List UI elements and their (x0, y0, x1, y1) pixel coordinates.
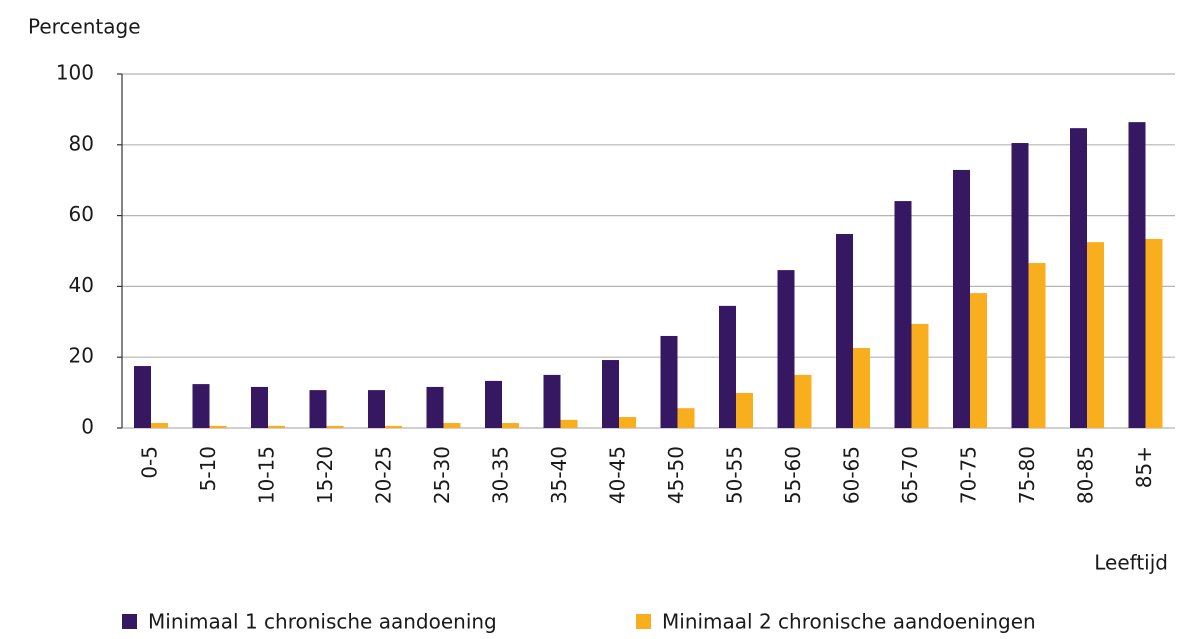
x-tick-label: 85+ (1132, 446, 1156, 488)
y-tick-label: 80 (69, 131, 94, 155)
bar (1087, 242, 1104, 428)
bar (1011, 143, 1029, 428)
y-tick-label: 20 (69, 344, 94, 368)
bar (602, 360, 619, 428)
x-tick-label: 65-70 (898, 446, 922, 504)
x-tick-label: 30-35 (489, 446, 513, 504)
y-tick-label: 0 (81, 415, 94, 439)
legend-swatch (122, 614, 137, 629)
x-tick-label: 40-45 (606, 446, 630, 504)
bar (970, 293, 987, 428)
bar (385, 425, 402, 428)
bar (1128, 122, 1146, 429)
x-tick-label: 20-25 (372, 446, 396, 504)
bar (911, 323, 929, 428)
x-tick-label: 35-40 (547, 446, 571, 504)
bar (1028, 263, 1046, 428)
bar (777, 270, 795, 428)
bar (443, 423, 461, 428)
x-tick-label: 25-30 (430, 446, 454, 504)
bar (251, 386, 268, 428)
y-tick-label: 60 (69, 202, 94, 226)
bar (736, 392, 753, 428)
bar (326, 425, 344, 428)
bar (853, 347, 870, 428)
bar (502, 423, 519, 428)
bar (660, 335, 678, 428)
bar (894, 201, 912, 428)
bar (309, 390, 327, 428)
x-tick-label: 45-50 (664, 446, 688, 504)
x-tick-label: 80-85 (1074, 446, 1098, 504)
bar (836, 234, 853, 428)
x-tick-label: 10-15 (255, 446, 279, 504)
x-axis-title: Leeftijd (1094, 551, 1168, 575)
x-tick-label: 15-20 (313, 446, 337, 504)
x-tick-label: 75-80 (1015, 446, 1039, 504)
x-tick-label: 60-65 (840, 446, 864, 504)
x-tick-label: 5-10 (196, 446, 220, 491)
x-tick-label: 70-75 (957, 446, 981, 504)
legend-swatch (636, 614, 651, 629)
bar (560, 419, 578, 428)
bar (953, 169, 970, 428)
legend-label: Minimaal 2 chronische aandoeningen (662, 610, 1036, 634)
y-tick-label: 40 (69, 273, 94, 297)
bar (426, 386, 444, 428)
x-tick-label: 0-5 (138, 446, 162, 479)
bar (268, 425, 285, 428)
x-tick-label: 50-55 (723, 446, 747, 504)
y-axis-title: Percentage (28, 15, 141, 39)
x-tick-label: 55-60 (781, 446, 805, 504)
bar (192, 384, 210, 428)
bar (485, 380, 502, 428)
bar (619, 417, 636, 428)
bar (677, 408, 695, 428)
legend-label: Minimaal 1 chronische aandoening (148, 610, 497, 634)
bar (368, 390, 385, 428)
bar (794, 374, 812, 428)
bar (543, 374, 561, 428)
bar (209, 425, 227, 428)
bar (1070, 128, 1087, 429)
bar (719, 305, 736, 428)
bar (1145, 238, 1163, 428)
bar (151, 423, 168, 428)
y-tick-label: 100 (56, 61, 94, 85)
bar (134, 366, 151, 428)
